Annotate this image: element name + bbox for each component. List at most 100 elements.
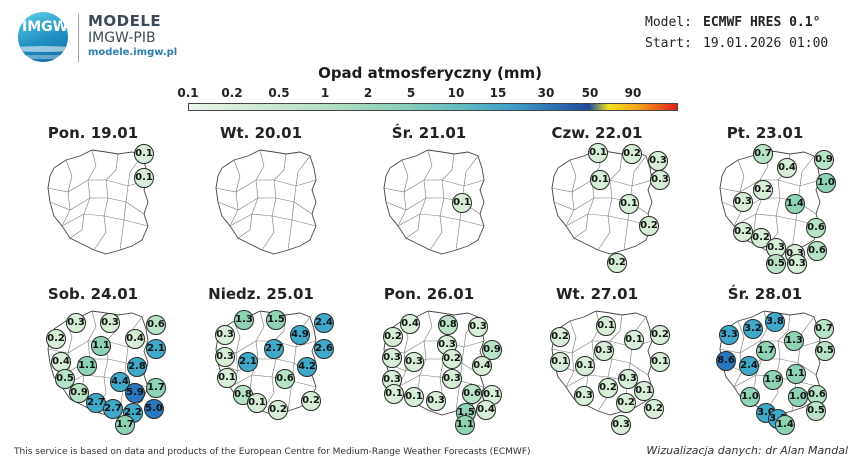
precipitation-value: 0.2: [301, 391, 321, 411]
voivodeship-border: [69, 213, 85, 239]
voivodeship-border: [405, 213, 421, 239]
voivodeship-border: [397, 213, 485, 227]
precipitation-value: 0.3: [66, 313, 86, 333]
precipitation-value: 3.2: [743, 319, 763, 339]
precipitation-value: 0.3: [382, 348, 402, 368]
legend-color-bar: [188, 103, 678, 111]
voivodeship-border: [215, 179, 317, 193]
precipitation-value: 0.2: [46, 329, 66, 349]
voivodeship-border: [229, 374, 317, 388]
precipitation-value: 0.3: [733, 192, 753, 212]
precipitation-value: 2.7: [264, 339, 284, 359]
precipitation-value: 0.3: [100, 313, 120, 333]
precipitation-value: 0.3: [618, 369, 638, 389]
precipitation-value: 0.3: [468, 317, 488, 337]
voivodeship-border: [423, 310, 433, 342]
legend-tick-label: 10: [447, 86, 465, 100]
model-value: ECMWF HRES 0.1°: [703, 15, 821, 30]
precipitation-map: 0.1 0.2 0.3 0.1 0.3 0.1 0.2 0.2: [548, 143, 670, 273]
precipitation-value: 0.9: [482, 340, 502, 360]
precipitation-value: 0.1: [624, 330, 644, 350]
precipitation-value: 0.3: [574, 386, 594, 406]
logo-divider: [78, 14, 79, 62]
voivodeship-border: [799, 155, 815, 187]
precipitation-value: 0.2: [616, 393, 636, 413]
precipitation-value: 0.2: [733, 222, 753, 242]
legend-tick-label: 5: [406, 86, 416, 100]
precipitation-value: 4.2: [297, 357, 317, 377]
logo-text: IMGW: [22, 19, 68, 35]
precipitation-value: 0.2: [650, 325, 670, 345]
precipitation-map: 0.4 0.8 0.3 0.2 0.3 0.9 0.3 0.3 0.2 0.4 0.3 0.3 0.6 0…: [380, 307, 502, 435]
precipitation-value: 0.6: [146, 315, 166, 335]
voivodeship-border: [573, 213, 589, 239]
precipitation-value: 0.6: [806, 218, 826, 238]
voivodeship-border: [87, 310, 97, 342]
brand-website-link[interactable]: modele.imgw.pl: [88, 47, 178, 58]
precipitation-value: 0.5: [806, 401, 826, 421]
precipitation-value: 1.1: [91, 336, 111, 356]
precipitation-value: 2.8: [127, 357, 147, 377]
precipitation-value: 0.7: [814, 319, 834, 339]
voivodeship-border: [295, 155, 311, 187]
precipitation-value: 0.7: [753, 144, 773, 164]
legend-tick-label: 1: [320, 86, 330, 100]
voivodeship-border: [777, 314, 791, 342]
precipitation-value: 5.0: [144, 399, 164, 419]
precipitation-value: 0.4: [400, 314, 420, 334]
precipitation-value: 0.3: [442, 369, 462, 389]
precipitation-value: 0.3: [787, 254, 807, 274]
precipitation-value: 0.1: [619, 194, 639, 214]
precipitation-map: 0.1: [380, 146, 490, 258]
voivodeship-border: [609, 153, 623, 181]
legend-tick-label: 0.2: [221, 86, 243, 100]
voivodeship-border: [61, 213, 149, 227]
voivodeship-border: [229, 213, 317, 227]
precipitation-value: 1.7: [146, 378, 166, 398]
poland-map: [383, 149, 485, 255]
voivodeship-border: [255, 149, 265, 181]
precipitation-value: 0.2: [442, 349, 462, 369]
precipitation-value: 0.1: [550, 352, 570, 372]
precipitation-map: 0.70.90.40.21.00.31.40.60.20.20.30.30.60…: [716, 144, 836, 274]
precipitation-value: 0.2: [268, 400, 288, 420]
precipitation-value: 0.3: [404, 352, 424, 372]
day-title: Pon. 26.01: [383, 285, 475, 303]
precipitation-value: 4.4: [110, 372, 130, 392]
precipitation-value: 0.1: [247, 393, 267, 413]
precipitation-value: 1.1: [77, 356, 97, 376]
visualization-credit: Wizualizacja danych: dr Alan Mandal: [646, 444, 848, 457]
voivodeship-border: [237, 213, 253, 239]
precipitation-value: 1.7: [756, 341, 776, 361]
legend-tick-label: 0.1: [177, 86, 199, 100]
precipitation-value: 0.1: [588, 143, 608, 163]
precipitation-value: 0.5: [55, 369, 75, 389]
precipitation-value: 0.2: [639, 216, 659, 236]
voivodeship-border: [49, 197, 127, 211]
precipitation-value: 0.3: [426, 391, 446, 411]
voivodeship-border: [47, 179, 149, 193]
voivodeship-border: [737, 159, 745, 193]
day-title: Wt. 20.01: [219, 124, 303, 142]
precipitation-value: 0.1: [634, 381, 654, 401]
precipitation-value: 1.3: [234, 310, 254, 330]
voivodeship-border: [423, 149, 433, 181]
voivodeship-border: [631, 155, 647, 187]
legend-tick-label: 2: [363, 86, 373, 100]
poland-map: [47, 149, 149, 255]
precipitation-value: 0.2: [753, 180, 773, 200]
precipitation-value: 0.5: [766, 254, 786, 274]
ecmwf-disclaimer: This service is based on data and produc…: [14, 447, 531, 457]
precipitation-map: 0.3 0.3 0.6 0.2 0.4 1.1 2.1 0.4 1.1 2.8 0.5 4.4 1.7 0…: [44, 307, 166, 435]
voivodeship-border: [93, 215, 107, 251]
legend-tick-label: 90: [624, 86, 642, 100]
precipitation-value: 0.1: [596, 316, 616, 336]
country-outline: [215, 149, 317, 255]
precipitation-value: 2.1: [238, 352, 258, 372]
day-title: Sob. 24.01: [47, 285, 139, 303]
day-title: Wt. 27.01: [555, 285, 639, 303]
voivodeship-border: [463, 155, 479, 187]
voivodeship-border: [397, 374, 485, 388]
model-label: Model:: [645, 15, 692, 30]
precipitation-value: 2.1: [146, 339, 166, 359]
